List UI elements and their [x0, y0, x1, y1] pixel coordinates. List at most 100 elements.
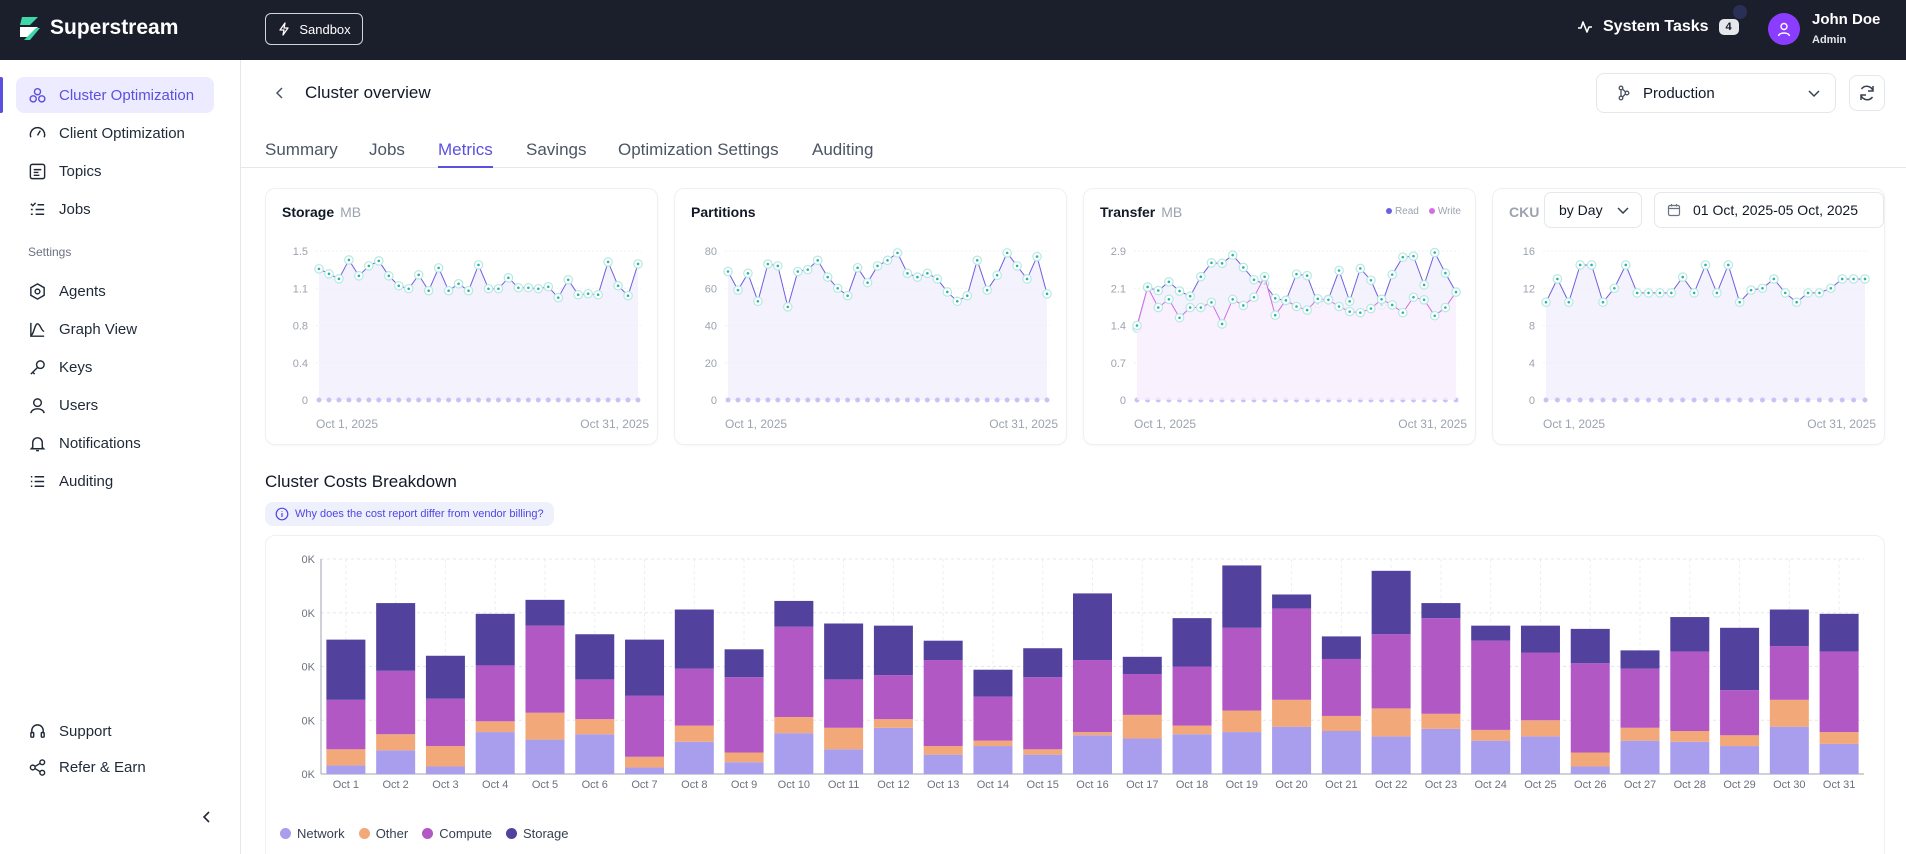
sidebar-item-users[interactable]: Users [16, 387, 214, 423]
bar-segment-storage [1222, 565, 1262, 628]
data-point-center [1635, 291, 1639, 295]
user-name[interactable]: John Doe [1812, 11, 1881, 28]
baseline-point [885, 397, 890, 403]
cost-legend: Network Other Compute Storage [280, 826, 569, 841]
tab-optimization-settings[interactable]: Optimization Settings [618, 140, 779, 159]
data-point-center [926, 272, 929, 275]
sidebar-item-auditing[interactable]: Auditing [16, 463, 214, 499]
data-point-center [1692, 291, 1696, 295]
data-point-center [1670, 291, 1673, 295]
tab-auditing[interactable]: Auditing [812, 140, 874, 159]
data-point-center [1220, 322, 1224, 326]
data-point-center [1422, 298, 1426, 302]
legend-item-compute[interactable]: Compute [422, 826, 492, 841]
sidebar-item-refer-earn[interactable]: Refer & Earn [16, 749, 214, 785]
sidebar-item-cluster-optimization[interactable]: Cluster Optimization [16, 77, 214, 113]
legend-swatch [422, 828, 434, 839]
sidebar-item-support[interactable]: Support [16, 713, 214, 749]
baseline-point [485, 397, 491, 403]
bar-segment-other [1073, 732, 1112, 736]
sidebar-item-jobs[interactable]: Jobs [16, 191, 214, 227]
period-select[interactable]: by Day [1544, 192, 1642, 228]
baseline-point [635, 397, 641, 403]
legend-item-other[interactable]: Other [358, 826, 408, 841]
bar-segment-network [1023, 754, 1063, 774]
app-logo[interactable]: Superstream [16, 14, 178, 42]
x-start-label: Oct 1, 2025 [725, 417, 787, 431]
bar-segment-other [1222, 710, 1262, 733]
x-tick-label: Oct 13 [927, 779, 959, 791]
y-tick-label: 8 [1529, 321, 1535, 333]
active-indicator [0, 77, 3, 113]
period-label: by Day [1559, 202, 1603, 218]
baseline-point [565, 397, 571, 403]
cost-breakdown-chart: 0K 0K 0K 0K 0K Oct 1 Oct 2 Oct 3 Oct 4 Oct 5 Oct 6… [302, 554, 1864, 791]
data-point-center [1444, 271, 1447, 275]
baseline-point [436, 397, 442, 403]
baseline-point [1839, 397, 1845, 403]
baseline-point [1634, 397, 1640, 403]
baseline-point [1611, 397, 1617, 403]
bolt-icon [279, 22, 289, 36]
refresh-button[interactable] [1849, 75, 1885, 111]
collapse-sidebar-button[interactable] [197, 807, 217, 827]
data-point-center [447, 289, 450, 293]
baseline-point [825, 397, 831, 403]
cost-info-link[interactable]: Why does the cost report differ from ven… [265, 502, 554, 526]
y-tick-label: 12 [1523, 283, 1535, 295]
legend-item-storage[interactable]: Storage [505, 826, 569, 841]
data-point-center [1295, 305, 1298, 308]
baseline-point [1646, 397, 1652, 403]
bar-segment-compute [1720, 690, 1760, 736]
y-tick-label: 0 [302, 395, 308, 407]
environment-select[interactable]: Production [1596, 73, 1836, 113]
sidebar-item-client-optimization[interactable]: Client Optimization [16, 115, 214, 151]
tab-metrics[interactable]: Metrics [438, 140, 493, 168]
baseline-point [725, 397, 731, 403]
data-point-center [626, 294, 630, 297]
bar-segment-network [1222, 732, 1262, 774]
baseline-point [994, 397, 1000, 403]
legend-item-network[interactable]: Network [280, 826, 345, 841]
y-tick-label: 1.4 [1111, 321, 1126, 333]
baseline-point [735, 397, 741, 403]
topics-icon [29, 163, 46, 179]
data-point-center [1795, 300, 1798, 304]
bar-segment-network [326, 765, 366, 774]
data-point-center [1337, 305, 1341, 308]
sidebar-item-keys[interactable]: Keys [16, 349, 214, 385]
bar-segment-storage [1122, 656, 1162, 675]
bar-segment-compute [1073, 660, 1112, 733]
sidebar-item-agents[interactable]: Agents [16, 273, 214, 309]
system-tasks-button[interactable]: System Tasks 4 [1577, 18, 1739, 36]
baseline-point [1034, 397, 1040, 403]
tab-savings[interactable]: Savings [526, 140, 587, 159]
data-point-center [1273, 313, 1277, 317]
storage-chart: 1.5 1.1 0.8 0.4 0 Oct 1, 2025 Oct 31, 2025 [293, 246, 650, 431]
baseline-point [386, 397, 392, 403]
data-point-center [936, 277, 939, 281]
data-point-center [507, 276, 510, 280]
data-point-center [1220, 262, 1224, 265]
sidebar-item-notifications[interactable]: Notifications [16, 425, 214, 461]
top-bar: Superstream Sandbox System Tasks 4 John … [0, 0, 1906, 60]
data-point-center [746, 272, 750, 275]
tab-jobs[interactable]: Jobs [369, 140, 405, 159]
baseline-point [605, 397, 611, 403]
bar-segment-network [1769, 726, 1809, 774]
date-range-picker[interactable]: 01 Oct, 2025-05 Oct, 2025 [1654, 192, 1884, 228]
data-point-center [1647, 291, 1650, 295]
sidebar-item-topics[interactable]: Topics [16, 153, 214, 189]
data-point-center [1444, 306, 1447, 309]
bar-segment-compute [724, 677, 764, 753]
baseline-point [1759, 397, 1765, 403]
sandbox-button[interactable]: Sandbox [265, 13, 363, 45]
avatar[interactable] [1768, 13, 1800, 45]
tab-summary[interactable]: Summary [265, 140, 338, 159]
baseline-point [575, 397, 581, 403]
back-button[interactable] [270, 83, 290, 103]
data-point-center [527, 286, 530, 290]
x-tick-label: Oct 11 [828, 779, 860, 791]
sidebar-item-graph-view[interactable]: Graph View [16, 311, 214, 347]
baseline-point [1851, 397, 1857, 403]
